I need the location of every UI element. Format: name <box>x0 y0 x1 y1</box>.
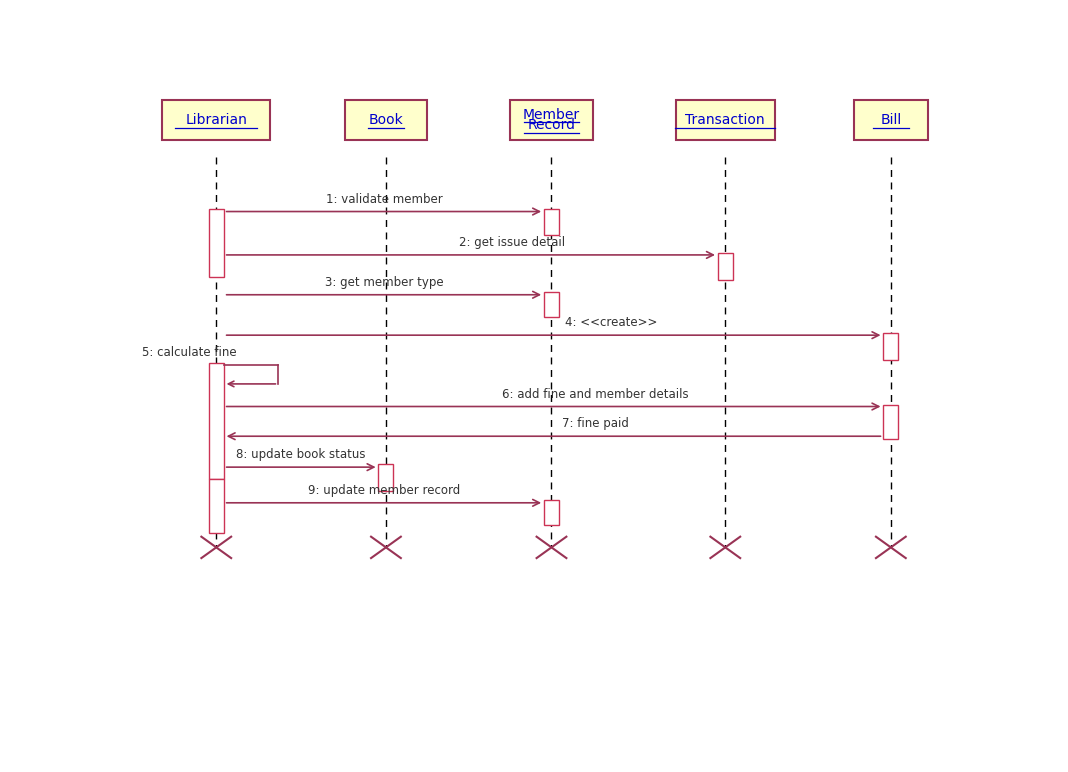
Bar <box>544 292 559 317</box>
Bar <box>511 100 593 141</box>
Bar <box>853 100 928 141</box>
Text: Librarian: Librarian <box>186 113 247 127</box>
Bar <box>544 208 559 235</box>
Text: 7: fine paid: 7: fine paid <box>562 418 628 430</box>
Text: 4: <<create>>: 4: <<create>> <box>565 317 658 329</box>
Text: 8: update book status: 8: update book status <box>236 449 366 461</box>
Bar <box>209 363 223 479</box>
Text: Record: Record <box>528 118 576 132</box>
Text: 1: validate member: 1: validate member <box>326 192 442 205</box>
Text: 5: calculate fine: 5: calculate fine <box>142 346 236 359</box>
Bar <box>345 100 427 141</box>
Bar <box>544 499 559 526</box>
Text: Book: Book <box>368 113 404 127</box>
Text: 9: update member record: 9: update member record <box>308 484 460 497</box>
Text: 2: get issue detail: 2: get issue detail <box>459 236 565 249</box>
Text: Member: Member <box>523 107 580 122</box>
Bar <box>209 208 223 277</box>
Bar <box>718 253 733 280</box>
Bar <box>676 100 775 141</box>
Bar <box>378 464 393 491</box>
Bar <box>883 405 898 439</box>
Text: Bill: Bill <box>880 113 901 127</box>
Text: 6: add fine and member details: 6: add fine and member details <box>502 388 688 401</box>
Bar <box>209 479 223 533</box>
Text: 3: get member type: 3: get member type <box>325 276 443 289</box>
Bar <box>162 100 270 141</box>
Bar <box>883 334 898 360</box>
Text: Transaction: Transaction <box>686 113 765 127</box>
